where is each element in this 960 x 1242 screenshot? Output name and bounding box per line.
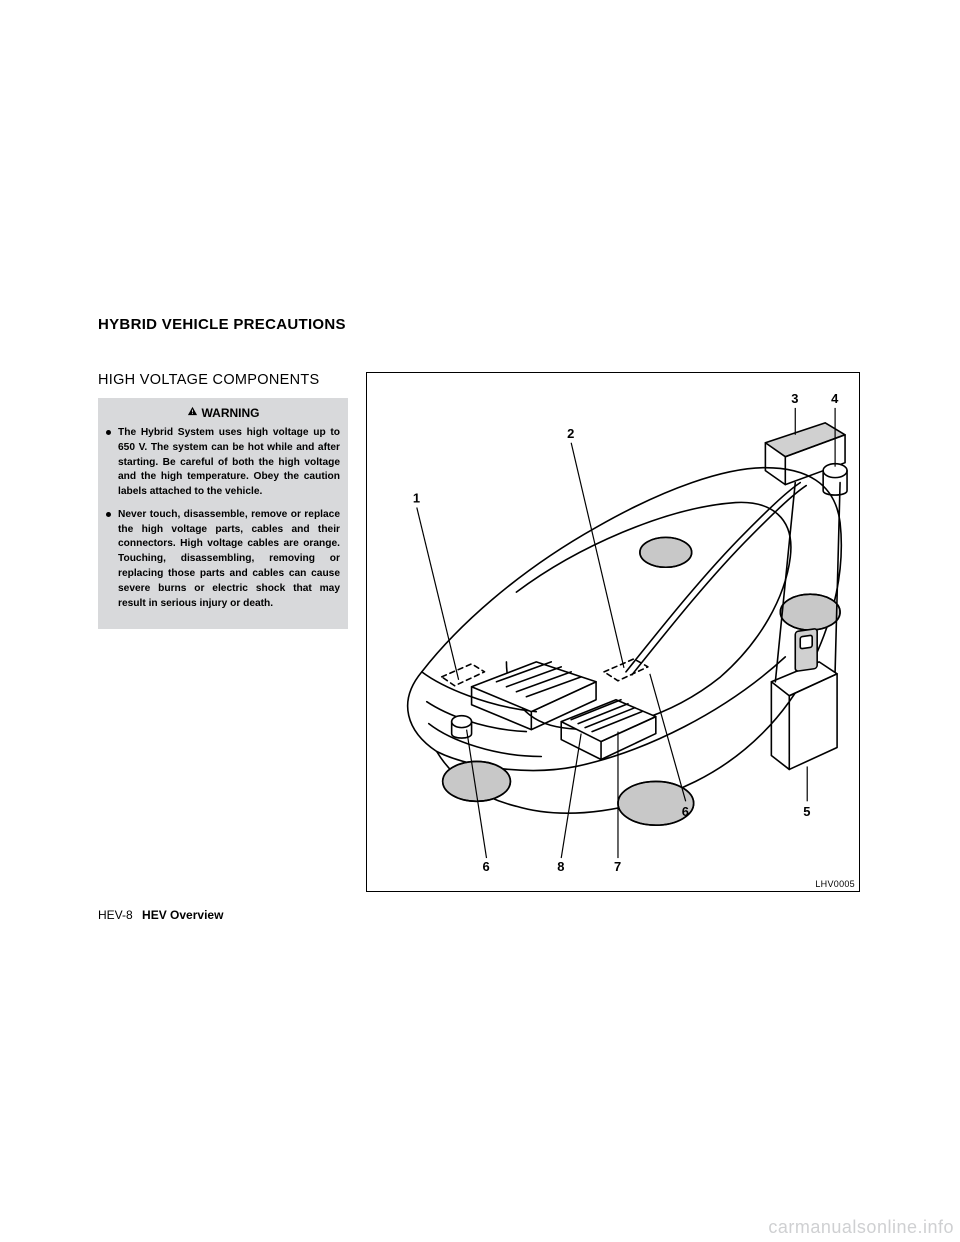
warning-list: The Hybrid System uses high voltage up t… [106,426,340,611]
callout-3: 3 [791,391,798,406]
content-columns: HIGH VOLTAGE COMPONENTS WARNING The Hybr… [98,372,860,892]
callout-6b: 6 [483,859,490,874]
diagram-svg: 1 2 3 4 5 6 6 7 8 [367,373,859,891]
warning-label: WARNING [202,406,260,420]
page-number: HEV-8 [98,908,133,922]
manual-page: HYBRID VEHICLE PRECAUTIONS HIGH VOLTAGE … [0,0,960,1242]
callout-5: 5 [803,804,810,819]
callout-1: 1 [413,491,420,506]
warning-icon [187,406,198,420]
warning-item: The Hybrid System uses high voltage up t… [106,426,340,500]
vehicle-diagram: 1 2 3 4 5 6 6 7 8 LHV0005 [366,372,860,892]
footer-section: HEV Overview [142,908,223,922]
callout-4: 4 [831,391,839,406]
callout-7: 7 [614,859,621,874]
callout-6a: 6 [682,804,689,819]
figure-column: 1 2 3 4 5 6 6 7 8 LHV0005 [366,372,860,892]
warning-title: WARNING [106,406,340,420]
figure-id: LHV0005 [815,879,855,889]
callout-2: 2 [567,426,574,441]
section-title: HYBRID VEHICLE PRECAUTIONS [98,316,346,333]
subsection-heading: HIGH VOLTAGE COMPONENTS [98,372,348,388]
text-column: HIGH VOLTAGE COMPONENTS WARNING The Hybr… [98,372,348,892]
warning-box: WARNING The Hybrid System uses high volt… [98,398,348,629]
page-footer: HEV-8 HEV Overview [98,908,223,922]
warning-item: Never touch, disassemble, remove or repl… [106,508,340,611]
callout-8: 8 [557,859,564,874]
watermark: carmanualsonline.info [768,1217,954,1238]
